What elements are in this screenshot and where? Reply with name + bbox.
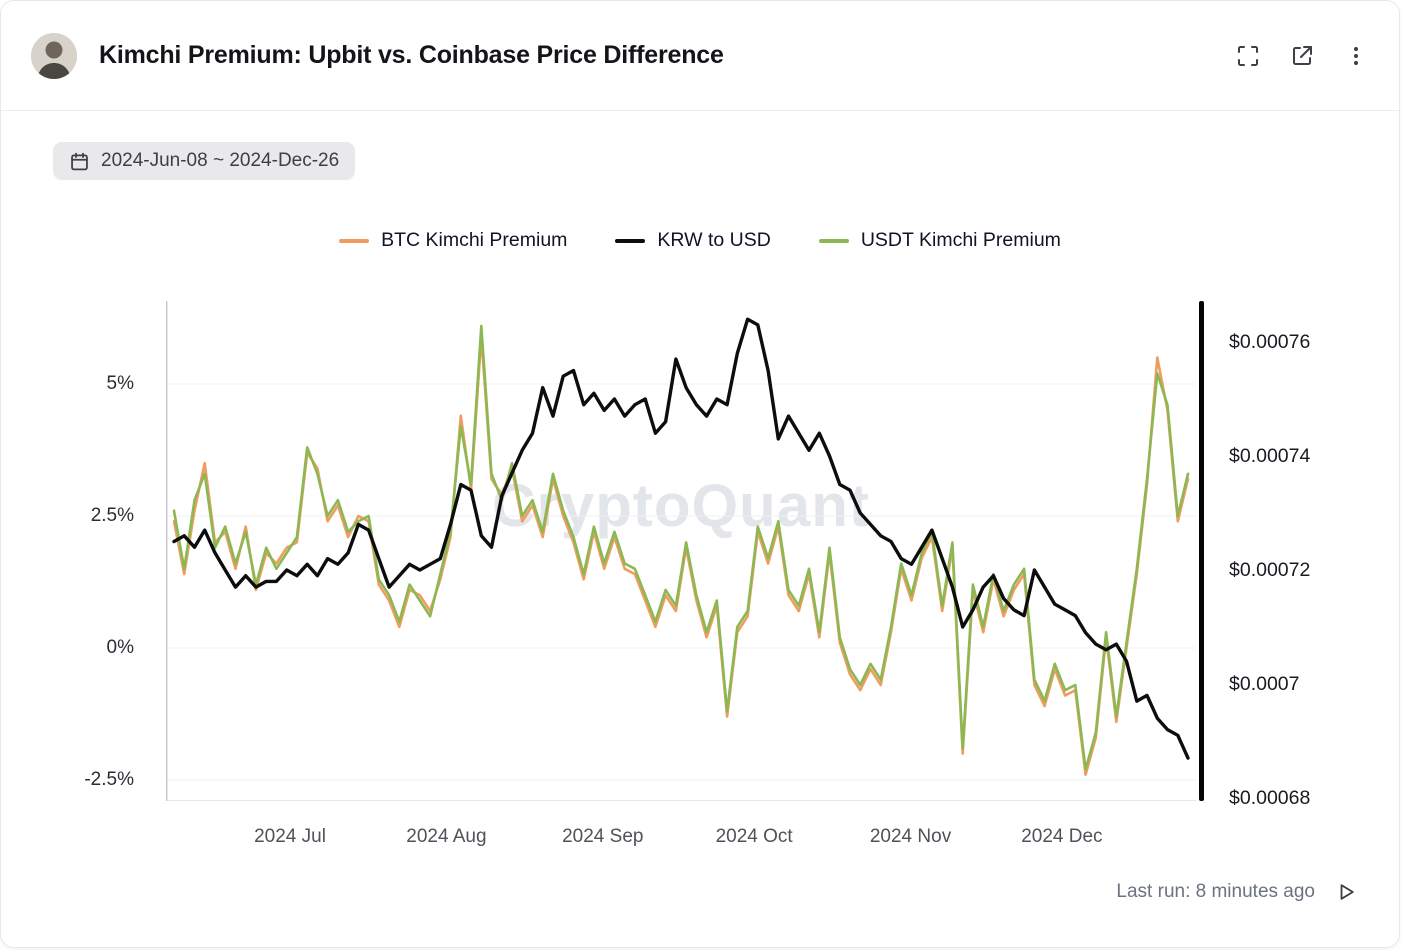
y-axis-left-tick: 2.5% [90, 505, 134, 526]
legend-label-krw: KRW to USD [657, 229, 771, 251]
avatar-image [31, 32, 77, 79]
legend-swatch-usdt [818, 238, 849, 243]
date-range-label: 2024-Jun-08 ~ 2024-Dec-26 [101, 150, 340, 171]
series-line-krw-to-usd [172, 317, 1190, 760]
legend-item-krw-to-usd[interactable]: KRW to USD [615, 229, 771, 252]
date-range-chip[interactable]: 2024-Jun-08 ~ 2024-Dec-26 [53, 142, 356, 180]
plot-canvas[interactable] [166, 301, 1196, 801]
run-query-button[interactable] [1333, 879, 1359, 905]
x-axis-tick: 2024 Sep [562, 826, 644, 847]
avatar[interactable] [31, 32, 77, 79]
y-axis-left-tick: -2.5% [84, 769, 134, 790]
y-axis-right-tick: $0.0007 [1229, 673, 1300, 695]
right-axis-spine [1199, 301, 1204, 801]
x-axis-tick: 2024 Dec [1021, 826, 1103, 847]
series-line-usdt-kimchi-premium [172, 324, 1190, 771]
kebab-menu-icon [1354, 46, 1358, 65]
page-title: Kimchi Premium: Upbit vs. Coinbase Price… [99, 41, 724, 69]
y-axis-left-tick: 5% [106, 373, 134, 394]
legend-swatch-krw [615, 238, 646, 243]
y-axis-right-tick: $0.00076 [1229, 331, 1311, 353]
legend-swatch-btc [339, 238, 370, 243]
chart-area: CryptoQuant 5% 2.5% 0% -2.5% $0.00076 $0.0007… [1, 271, 1399, 871]
x-axis-tick: 2024 Aug [406, 826, 487, 847]
legend-item-btc-kimchi-premium[interactable]: BTC Kimchi Premium [339, 229, 567, 252]
calendar-icon [71, 152, 88, 170]
more-options-button[interactable] [1343, 43, 1369, 69]
legend: BTC Kimchi Premium KRW to USD USDT Kimch… [1, 229, 1399, 252]
y-axis-left-tick: 0% [106, 637, 134, 658]
play-icon [1340, 884, 1354, 900]
y-axis-right-tick: $0.00068 [1229, 787, 1311, 809]
fullscreen-button[interactable] [1235, 43, 1261, 69]
legend-item-usdt-kimchi-premium[interactable]: USDT Kimchi Premium [818, 229, 1061, 252]
y-axis-right-tick: $0.00074 [1229, 445, 1311, 467]
x-axis-tick: 2024 Oct [715, 826, 793, 847]
card-footer: Last run: 8 minutes ago [1116, 879, 1359, 905]
legend-label-usdt: USDT Kimchi Premium [860, 229, 1061, 251]
last-run-status: Last run: 8 minutes ago [1116, 881, 1315, 902]
x-axis-tick: 2024 Nov [869, 826, 952, 847]
header-actions [1235, 43, 1369, 69]
card-header: Kimchi Premium: Upbit vs. Coinbase Price… [1, 1, 1399, 111]
external-link-icon [1293, 45, 1312, 65]
series-line-btc-kimchi-premium [172, 335, 1190, 777]
x-axis-tick: 2024 Jul [254, 826, 326, 847]
y-axis-right-tick: $0.00072 [1229, 559, 1311, 581]
legend-label-btc: BTC Kimchi Premium [381, 229, 568, 251]
share-button[interactable] [1289, 43, 1315, 69]
fullscreen-icon [1238, 45, 1258, 66]
